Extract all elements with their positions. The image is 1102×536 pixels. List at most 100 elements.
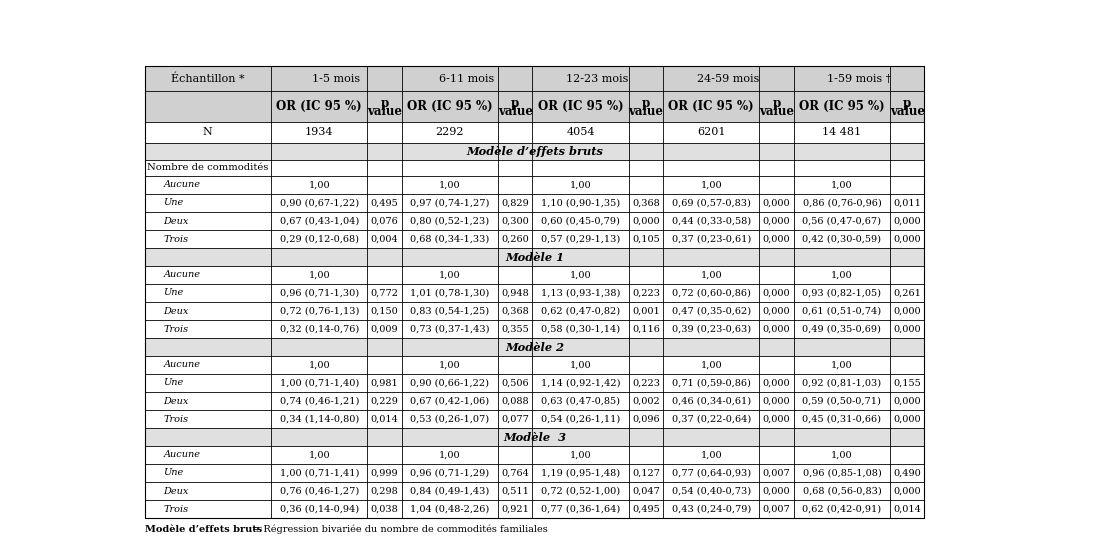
Text: 0,96 (0,85-1,08): 0,96 (0,85-1,08) xyxy=(802,468,882,478)
Text: 0,62 (0,42-0,91): 0,62 (0,42-0,91) xyxy=(802,505,882,513)
Text: Aucune: Aucune xyxy=(163,450,201,459)
Text: 0,000: 0,000 xyxy=(763,198,790,207)
Text: 6201: 6201 xyxy=(696,128,725,137)
Text: 0,000: 0,000 xyxy=(763,415,790,424)
Text: 0,34 (1,14-0,80): 0,34 (1,14-0,80) xyxy=(280,415,359,424)
Text: 0,261: 0,261 xyxy=(894,288,921,297)
Text: Modèle d’effets bruts: Modèle d’effets bruts xyxy=(144,525,262,533)
Text: 0,000: 0,000 xyxy=(763,325,790,334)
Text: value: value xyxy=(367,105,402,118)
Text: 0,67 (0,42-1,06): 0,67 (0,42-1,06) xyxy=(410,397,489,406)
Text: p: p xyxy=(511,97,519,110)
Bar xyxy=(144,66,925,122)
Text: Modèle  3: Modèle 3 xyxy=(503,431,566,443)
Text: Trois: Trois xyxy=(163,415,188,424)
Text: 1,00: 1,00 xyxy=(570,450,592,459)
Text: 0,96 (0,71-1,30): 0,96 (0,71-1,30) xyxy=(280,288,359,297)
Text: 0,150: 0,150 xyxy=(370,307,399,316)
Text: 0,58 (0,30-1,14): 0,58 (0,30-1,14) xyxy=(541,325,620,334)
Text: 0,46 (0,34-0,61): 0,46 (0,34-0,61) xyxy=(672,397,750,406)
Text: 0,36 (0,14-0,94): 0,36 (0,14-0,94) xyxy=(280,505,359,513)
Text: 0,223: 0,223 xyxy=(631,378,660,388)
Text: 0,42 (0,30-0,59): 0,42 (0,30-0,59) xyxy=(802,235,882,244)
Text: 1,00: 1,00 xyxy=(701,450,722,459)
Bar xyxy=(144,338,925,356)
Text: 0,62 (0,47-0,82): 0,62 (0,47-0,82) xyxy=(541,307,620,316)
Text: 0,076: 0,076 xyxy=(370,217,399,226)
Text: 0,001: 0,001 xyxy=(633,307,660,316)
Text: 1-59 mois †: 1-59 mois † xyxy=(826,74,892,84)
Text: 0,355: 0,355 xyxy=(501,325,529,334)
Text: OR (IC 95 %): OR (IC 95 %) xyxy=(799,100,885,113)
Text: 0,004: 0,004 xyxy=(370,235,399,244)
Text: 0,014: 0,014 xyxy=(894,505,921,513)
Bar xyxy=(144,445,925,464)
Text: 0,229: 0,229 xyxy=(370,397,399,406)
Text: Trois: Trois xyxy=(163,325,188,334)
Text: OR (IC 95 %): OR (IC 95 %) xyxy=(407,100,493,113)
Bar xyxy=(144,500,925,518)
Text: 0,90 (0,67-1,22): 0,90 (0,67-1,22) xyxy=(280,198,359,207)
Text: Nombre de commodités: Nombre de commodités xyxy=(148,163,269,173)
Bar xyxy=(144,392,925,410)
Text: 0,60 (0,45-0,79): 0,60 (0,45-0,79) xyxy=(541,217,620,226)
Text: 0,000: 0,000 xyxy=(763,288,790,297)
Text: Modèle 2: Modèle 2 xyxy=(505,341,564,353)
Text: Aucune: Aucune xyxy=(163,180,201,189)
Text: 0,000: 0,000 xyxy=(633,217,660,226)
Text: OR (IC 95 %): OR (IC 95 %) xyxy=(669,100,754,113)
Text: Modèle d’effets bruts: Modèle d’effets bruts xyxy=(466,146,603,157)
Text: 0,014: 0,014 xyxy=(370,415,399,424)
Text: 1,01 (0,78-1,30): 1,01 (0,78-1,30) xyxy=(410,288,489,297)
Bar xyxy=(144,464,925,482)
Text: 0,000: 0,000 xyxy=(763,235,790,244)
Bar xyxy=(144,374,925,392)
Bar xyxy=(144,284,925,302)
Text: 1,00: 1,00 xyxy=(570,180,592,189)
Bar xyxy=(144,143,925,160)
Text: 0,096: 0,096 xyxy=(633,415,660,424)
Text: 0,511: 0,511 xyxy=(501,487,529,496)
Text: 0,83 (0,54-1,25): 0,83 (0,54-1,25) xyxy=(410,307,489,316)
Text: 0,948: 0,948 xyxy=(501,288,529,297)
Text: Deux: Deux xyxy=(163,487,188,496)
Text: 0,54 (0,40-0,73): 0,54 (0,40-0,73) xyxy=(672,487,750,496)
Text: 0,67 (0,43-1,04): 0,67 (0,43-1,04) xyxy=(280,217,359,226)
Text: 1,00: 1,00 xyxy=(439,270,461,279)
Text: 1,00: 1,00 xyxy=(701,180,722,189)
Text: p: p xyxy=(641,97,650,110)
Text: 1,04 (0,48-2,26): 1,04 (0,48-2,26) xyxy=(410,505,489,513)
Text: 0,43 (0,24-0,79): 0,43 (0,24-0,79) xyxy=(671,505,750,513)
Text: 0,69 (0,57-0,83): 0,69 (0,57-0,83) xyxy=(672,198,750,207)
Text: 0,63 (0,47-0,85): 0,63 (0,47-0,85) xyxy=(541,397,620,406)
Text: 0,68 (0,56-0,83): 0,68 (0,56-0,83) xyxy=(802,487,882,496)
Text: 0,72 (0,60-0,86): 0,72 (0,60-0,86) xyxy=(672,288,750,297)
Text: 0,000: 0,000 xyxy=(894,325,921,334)
Text: 0,829: 0,829 xyxy=(501,198,529,207)
Text: 1934: 1934 xyxy=(305,128,334,137)
Text: Trois: Trois xyxy=(163,235,188,244)
Text: 14 481: 14 481 xyxy=(822,128,862,137)
Text: 0,772: 0,772 xyxy=(370,288,399,297)
Text: 1,00: 1,00 xyxy=(701,270,722,279)
Text: p: p xyxy=(904,97,911,110)
Text: 0,49 (0,35-0,69): 0,49 (0,35-0,69) xyxy=(802,325,882,334)
Bar xyxy=(144,356,925,374)
Bar xyxy=(144,176,925,194)
Text: 1,00: 1,00 xyxy=(439,360,461,369)
Text: 0,86 (0,76-0,96): 0,86 (0,76-0,96) xyxy=(802,198,882,207)
Text: 0,298: 0,298 xyxy=(370,487,399,496)
Text: 1,00: 1,00 xyxy=(309,450,329,459)
Text: 0,000: 0,000 xyxy=(763,217,790,226)
Text: value: value xyxy=(628,105,663,118)
Text: 0,68 (0,34-1,33): 0,68 (0,34-1,33) xyxy=(410,235,489,244)
Text: 0,45 (0,31-0,66): 0,45 (0,31-0,66) xyxy=(802,415,882,424)
Bar xyxy=(144,160,925,176)
Text: 0,000: 0,000 xyxy=(894,415,921,424)
Text: 0,72 (0,52-1,00): 0,72 (0,52-1,00) xyxy=(541,487,620,496)
Text: 1-5 mois: 1-5 mois xyxy=(312,74,360,84)
Bar xyxy=(144,122,925,143)
Text: 0,77 (0,64-0,93): 0,77 (0,64-0,93) xyxy=(672,468,750,478)
Text: 0,000: 0,000 xyxy=(894,235,921,244)
Bar xyxy=(144,266,925,284)
